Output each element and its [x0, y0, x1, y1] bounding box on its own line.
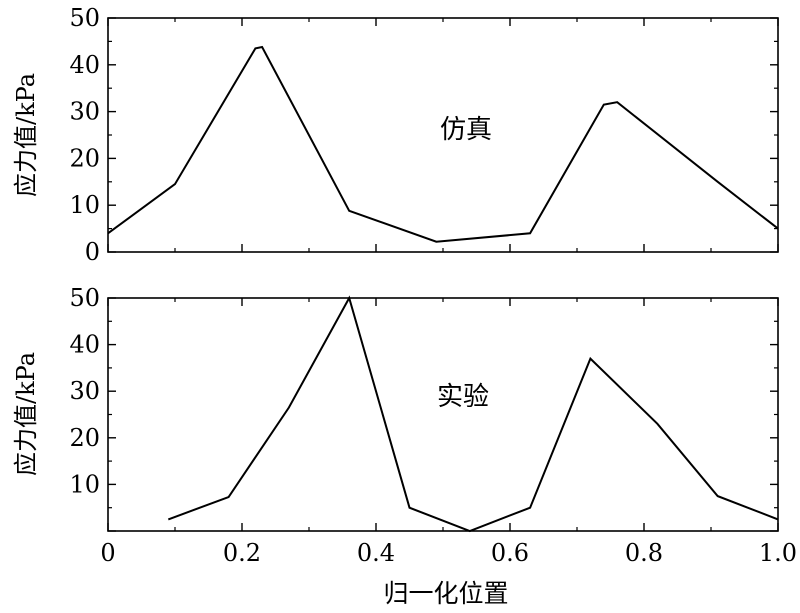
x-tick-label: 0	[100, 539, 115, 567]
y-tick-label: 30	[69, 98, 100, 126]
y-axis-label-experiment: 应力值/kPa	[12, 352, 40, 476]
y-tick-label: 50	[69, 284, 100, 312]
annotation-experiment: 实验	[437, 382, 489, 412]
y-tick-label: 0	[85, 238, 100, 266]
y-tick-label: 10	[69, 470, 100, 498]
series-line-simulation	[107, 45, 779, 243]
axis-ticks-simulation: 0 10 20 30 40 50	[69, 4, 779, 266]
y-tick-label: 20	[69, 424, 100, 452]
y-tick-label: 10	[69, 191, 100, 219]
x-tick-label: 0.4	[357, 539, 395, 567]
y-tick-label: 40	[69, 331, 100, 359]
y-tick-label: 50	[69, 4, 100, 32]
x-tick-label: 1.0	[759, 539, 797, 567]
y-axis-label-simulation: 应力值/kPa	[12, 73, 40, 197]
x-tick-label: 0.8	[625, 539, 663, 567]
y-tick-label: 20	[69, 144, 100, 172]
axis-ticks-experiment: 10 20 30 40 50 0 0.2 0.4 0.6 0.8 1.0	[69, 284, 797, 567]
panel-experiment: 10 20 30 40 50 0 0.2 0.4 0.6 0.8 1.0 实验 应力值/kPa 归一…	[12, 284, 797, 608]
y-tick-label: 30	[69, 377, 100, 405]
x-tick-label: 0.2	[223, 539, 261, 567]
y-tick-label: 40	[69, 51, 100, 79]
x-tick-label: 0.6	[491, 539, 529, 567]
x-axis-label: 归一化位置	[383, 579, 508, 608]
plot-frame-experiment	[107, 297, 779, 532]
series-line-experiment	[167, 295, 779, 533]
panel-simulation: 0 10 20 30 40 50 仿真 应力值/kPa	[12, 4, 779, 266]
annotation-simulation: 仿真	[440, 115, 492, 145]
